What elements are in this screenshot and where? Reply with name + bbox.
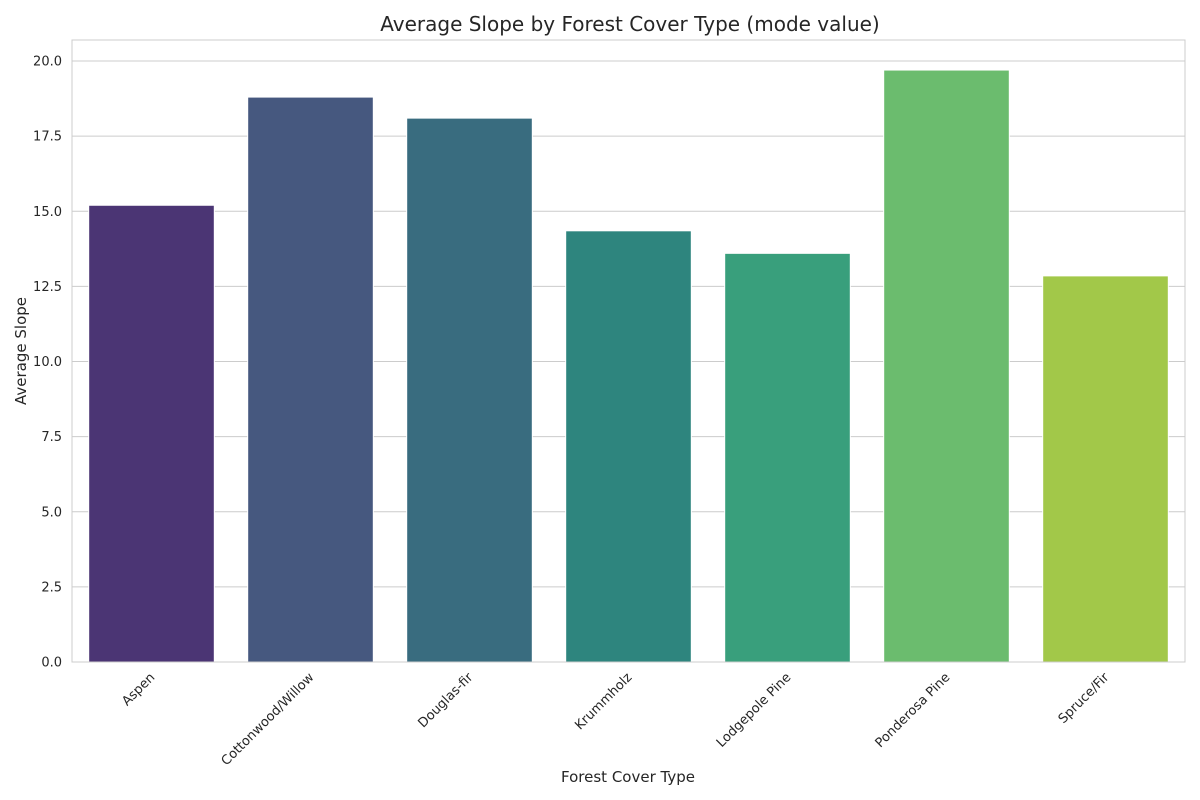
chart-title: Average Slope by Forest Cover Type (mode… [380, 12, 879, 36]
bar-ponderosa-pine [883, 69, 1010, 663]
y-tick-label: 20.0 [33, 55, 62, 70]
bar-douglas-fir [406, 117, 533, 663]
y-tick-label: 7.5 [41, 430, 62, 445]
x-tick-label: Douglas-fir [415, 670, 476, 731]
y-tick-labels: 0.0 2.5 5.0 7.5 10.0 12.5 15.0 17.5 20.0 [33, 55, 62, 671]
y-tick-label: 2.5 [41, 580, 62, 595]
y-tick-label: 0.0 [41, 656, 62, 671]
y-tick-label: 17.5 [33, 130, 62, 145]
bar-aspen [88, 204, 215, 663]
x-tick-label: Cottonwood/Willow [219, 670, 318, 769]
y-tick-label: 5.0 [41, 505, 62, 520]
y-tick-label: 12.5 [33, 280, 62, 295]
x-tick-label: Krummholz [572, 670, 635, 733]
bar-spruce-fir [1042, 275, 1169, 663]
y-tick-label: 15.0 [33, 205, 62, 220]
plot-frame [71, 39, 1186, 663]
bar-lodgepole-pine [724, 252, 851, 663]
bar-cottonwood-willow [247, 96, 374, 663]
x-tick-label: Spruce/Fir [1056, 670, 1113, 727]
x-tick-label: Aspen [119, 670, 158, 709]
y-axis-label: Average Slope [12, 297, 30, 405]
x-tick-labels: Aspen Cottonwood/Willow Douglas-fir Krummho… [119, 670, 1112, 769]
x-tick-label: Lodgepole Pine [714, 670, 794, 750]
y-tick-label: 10.0 [33, 355, 62, 370]
x-axis-label: Forest Cover Type [561, 768, 695, 786]
bar-krummholz [565, 230, 692, 663]
x-tick-label: Ponderosa Pine [873, 670, 954, 751]
bars [88, 69, 1169, 663]
